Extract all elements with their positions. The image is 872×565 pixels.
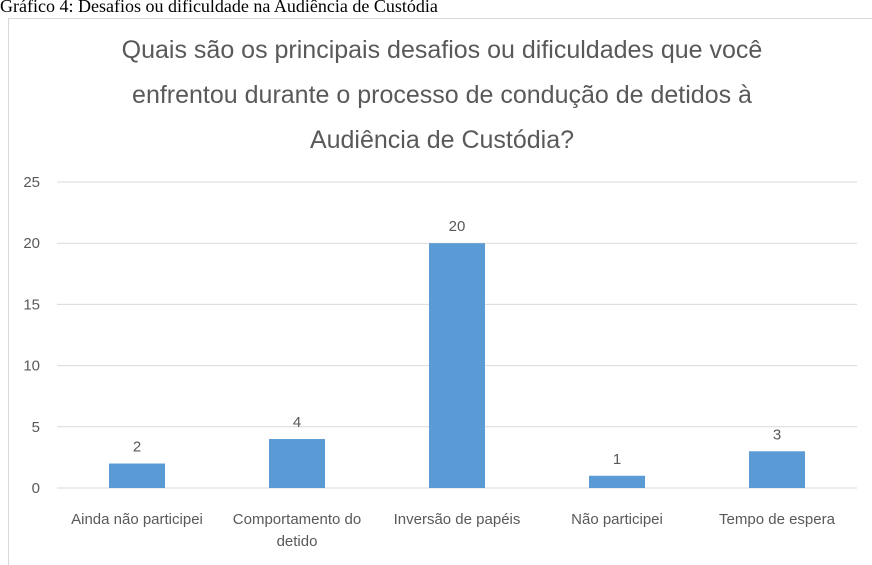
y-tick-label: 25 — [23, 174, 40, 191]
value-label: 1 — [613, 451, 621, 468]
chart-title: Quais são os principais desafios ou difi… — [122, 36, 763, 154]
x-tick-label: Comportamento do detido — [233, 511, 361, 550]
bar — [589, 475, 645, 488]
value-label: 2 — [133, 439, 141, 456]
y-tick-label: 10 — [23, 358, 40, 375]
x-tick-label: Ainda não participei — [71, 511, 203, 528]
bar — [429, 243, 485, 488]
caption: Gráfico 4: Desafios ou dificuldade na Au… — [0, 0, 438, 16]
x-tick-label: Inversão de papéis — [394, 511, 521, 528]
y-tick-label: 20 — [23, 235, 40, 252]
chart-border — [8, 18, 872, 565]
y-tick-label: 5 — [32, 419, 40, 436]
bar — [749, 451, 805, 488]
y-tick-label: 0 — [32, 480, 40, 497]
value-label: 3 — [773, 426, 781, 443]
x-tick-label: Tempo de espera — [719, 511, 836, 528]
value-label: 4 — [293, 414, 301, 431]
y-tick-label: 15 — [23, 296, 40, 313]
value-label: 20 — [449, 218, 466, 235]
bar — [269, 439, 325, 488]
x-tick-label: Não participei — [571, 511, 663, 528]
bar — [109, 463, 165, 488]
